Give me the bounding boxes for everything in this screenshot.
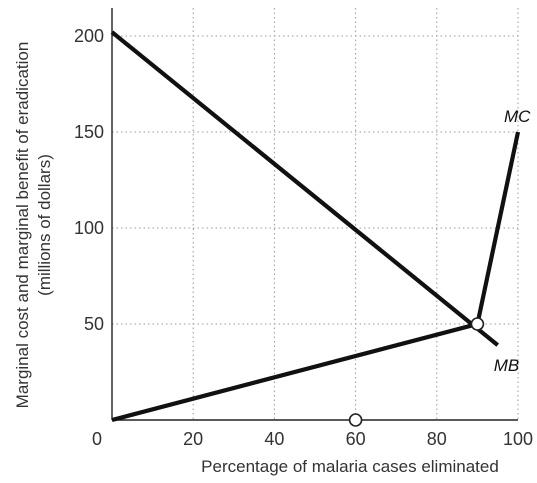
marker-point-1 (470, 317, 485, 331)
x-tick-label-60: 60 (346, 429, 366, 449)
axes (111, 8, 518, 421)
series-mc-label: MC (504, 107, 531, 126)
y-tick-label-150: 150 (74, 122, 104, 142)
markers (348, 317, 485, 427)
y-tick-label-200: 200 (74, 26, 104, 46)
series-mb-label: MB (494, 356, 520, 375)
x-tick-label-100: 100 (503, 429, 533, 449)
series-mc-line (111, 131, 521, 423)
y-axis-label-line2: (millions of dollars) (35, 154, 54, 296)
x-tick-label-0: 0 (92, 429, 102, 449)
x-axis-label: Percentage of malaria cases eliminated (201, 457, 499, 476)
y-tick-label-100: 100 (74, 218, 104, 238)
y-tick-label-50: 50 (84, 314, 104, 334)
y-axis-label-line1: Marginal cost and marginal benefit of er… (13, 42, 32, 409)
series-mb-line (110, 30, 500, 347)
tick-labels: 0 20 40 60 80 100 50 100 150 200 (74, 26, 533, 449)
x-tick-label-20: 20 (183, 429, 203, 449)
marker-point-2 (348, 413, 363, 427)
grid (112, 8, 519, 420)
x-tick-label-40: 40 (264, 429, 284, 449)
x-tick-label-80: 80 (427, 429, 447, 449)
series: MB MC (110, 30, 531, 423)
